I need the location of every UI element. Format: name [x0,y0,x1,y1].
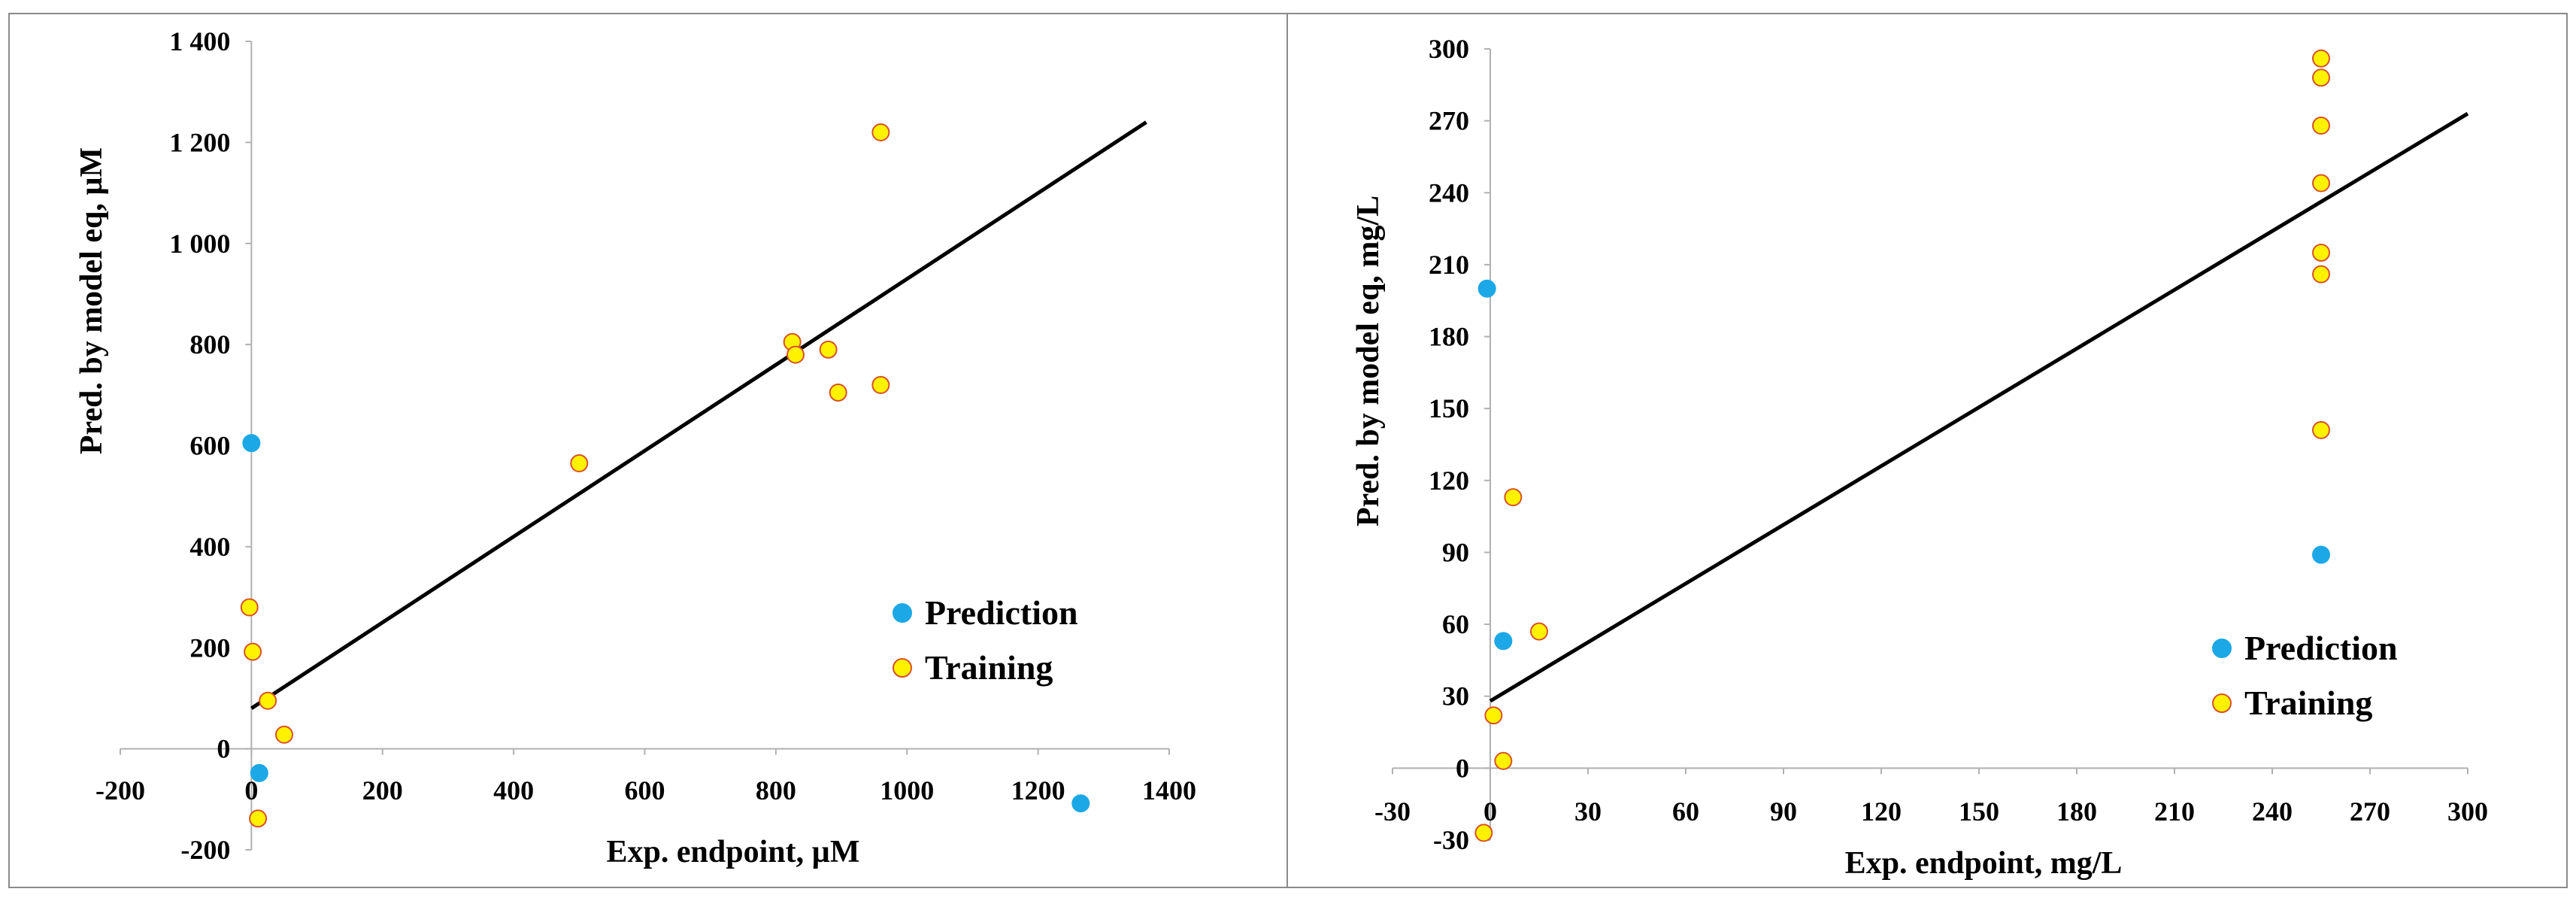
x-tick-label: 1200 [1011,775,1065,805]
training-point [240,598,259,617]
x-tick-label: 0 [244,775,258,805]
y-tick-label: 210 [1429,250,1469,280]
right-chart-frame [1286,13,2568,888]
training-point [570,454,589,473]
training-point [2312,243,2330,262]
legend-marker-training [893,658,912,678]
regression-line [1489,111,2469,703]
y-tick-label: 300 [1429,34,1469,64]
training-point [2312,265,2330,284]
prediction-point [250,763,268,782]
training-point [1484,706,1503,725]
y-tick-label: 180 [1429,322,1469,352]
y-tick-label: 120 [1429,466,1469,496]
regression-line [250,120,1147,710]
x-tick-label: 90 [1770,796,1797,827]
y-tick-label: 200 [189,632,230,663]
training-point [2312,49,2330,68]
y-tick-label: -30 [1433,825,1469,855]
x-axis-title: Exp. endpoint, mg/L [1845,846,2123,881]
x-tick-label: 150 [1959,796,1999,827]
y-tick-label: 600 [189,431,230,461]
y-tick-label: 240 [1429,177,1469,208]
x-tick-label: 1000 [880,775,934,805]
left-scatter-chart: -200 0 200 400 600 800 1000 1200 1400 -200 0 200 400… [74,26,1196,869]
x-tick-label: 300 [2447,796,2488,827]
training-point [2312,174,2330,193]
prediction-point [1071,794,1090,813]
y-tick-label: 150 [1429,393,1469,423]
training-point [274,725,293,744]
x-tick-label: 0 [1483,796,1497,827]
training-point [1494,751,1513,770]
x-tick-label: 120 [1861,796,1902,827]
prediction-point [1494,632,1513,651]
y-axis-title: Pred. by model eq, mg/L [1351,196,1386,526]
training-point [1530,622,1548,641]
training-point [829,383,847,402]
legend-marker-training [2212,693,2232,713]
prediction-point [1477,279,1496,298]
training-point [249,809,268,828]
y-tick-label: 30 [1442,681,1469,711]
training-point [259,691,277,710]
legend-label-training: Training [2244,684,2372,722]
prediction-point [2312,545,2330,564]
legend-label-prediction: Prediction [2244,629,2398,667]
training-point [786,345,805,364]
legend-marker-prediction [893,603,912,623]
training-point [871,123,890,141]
y-tick-label: 1 200 [169,127,230,157]
training-point [2312,117,2330,135]
x-tick-label: 400 [493,775,534,805]
x-tick-label: 30 [1574,796,1602,827]
x-tick-label: 180 [2056,796,2097,827]
y-tick-label: 90 [1442,537,1469,567]
training-point [1504,488,1523,507]
x-tick-label: 270 [2350,796,2390,827]
y-axis-title: Pred. by model eq, µM [74,147,109,454]
prediction-point [242,434,261,453]
legend-marker-prediction [2212,639,2232,658]
legend-label-training: Training [925,648,1053,687]
x-tick-label: -30 [1374,796,1411,827]
x-tick-label: -200 [95,775,145,805]
x-tick-label: 800 [756,775,796,805]
x-tick-label: 1400 [1142,775,1196,805]
y-tick-label: 60 [1442,609,1469,639]
training-point [1474,824,1493,842]
y-tick-label: -200 [180,835,230,865]
training-point [2312,420,2330,439]
y-tick-label: 400 [189,532,230,562]
training-point [819,340,838,359]
legend-label-prediction: Prediction [925,593,1078,632]
x-tick-label: 60 [1672,796,1699,827]
y-tick-label: 270 [1429,106,1469,136]
training-point [2312,68,2330,87]
y-tick-label: 0 [217,734,230,764]
x-tick-label: 200 [362,775,403,805]
x-tick-label: 210 [2154,796,2195,827]
y-tick-label: 1 400 [169,26,230,56]
y-tick-label: 0 [1456,753,1469,783]
x-tick-label: 600 [625,775,665,805]
right-scatter-chart: -30 0 30 60 90 120 150 180 210 240 270 300 -30 0 30 60 9… [1351,34,2488,881]
training-point [871,375,890,394]
x-tick-label: 240 [2252,796,2293,827]
y-tick-label: 1 000 [169,229,230,259]
x-axis-title: Exp. endpoint, µM [607,835,860,869]
training-point [244,642,262,661]
y-tick-label: 800 [189,329,230,359]
